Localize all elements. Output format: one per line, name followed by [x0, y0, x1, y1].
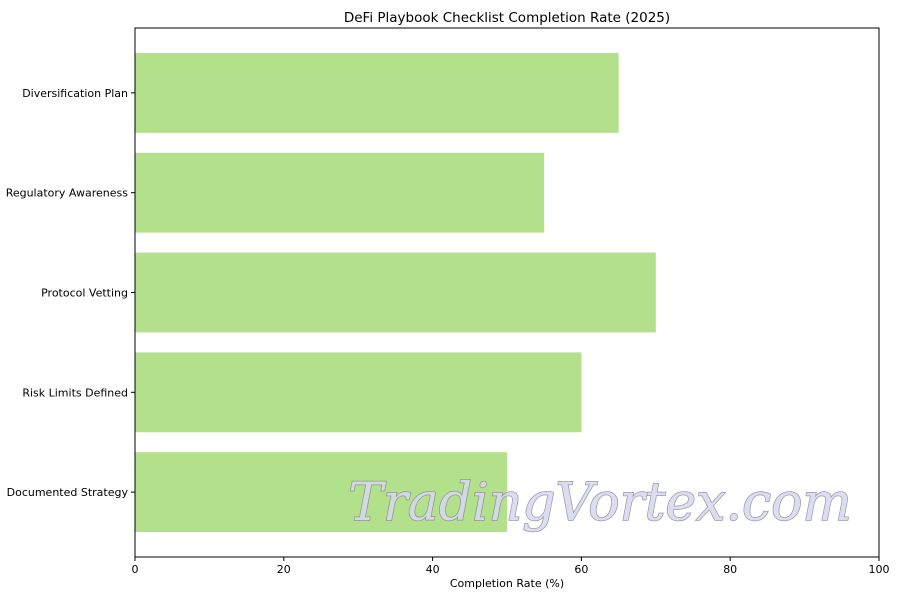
- x-axis-label: Completion Rate (%): [450, 577, 564, 590]
- bar-diversification-plan: [135, 52, 619, 133]
- watermark-logo: TradingVortex.com: [348, 473, 851, 533]
- x-tick-label: 60: [574, 563, 588, 576]
- bar-risk-limits-defined: [135, 352, 582, 433]
- y-tick-label: Diversification Plan: [22, 87, 128, 100]
- x-tick-label: 40: [426, 563, 440, 576]
- bar-protocol-vetting: [135, 252, 656, 333]
- bar-regulatory-awareness: [135, 152, 545, 233]
- x-tick-label: 0: [132, 563, 139, 576]
- bar-documented-strategy: [135, 452, 507, 533]
- y-tick-label: Regulatory Awareness: [6, 187, 129, 200]
- chart-title: DeFi Playbook Checklist Completion Rate …: [344, 10, 670, 26]
- y-tick-label: Risk Limits Defined: [22, 386, 128, 399]
- x-tick-label: 100: [869, 563, 890, 576]
- y-tick-label: Documented Strategy: [7, 486, 129, 499]
- x-tick-label: 20: [277, 563, 291, 576]
- y-tick-label: Protocol Vetting: [41, 287, 128, 300]
- x-tick-label: 80: [723, 563, 737, 576]
